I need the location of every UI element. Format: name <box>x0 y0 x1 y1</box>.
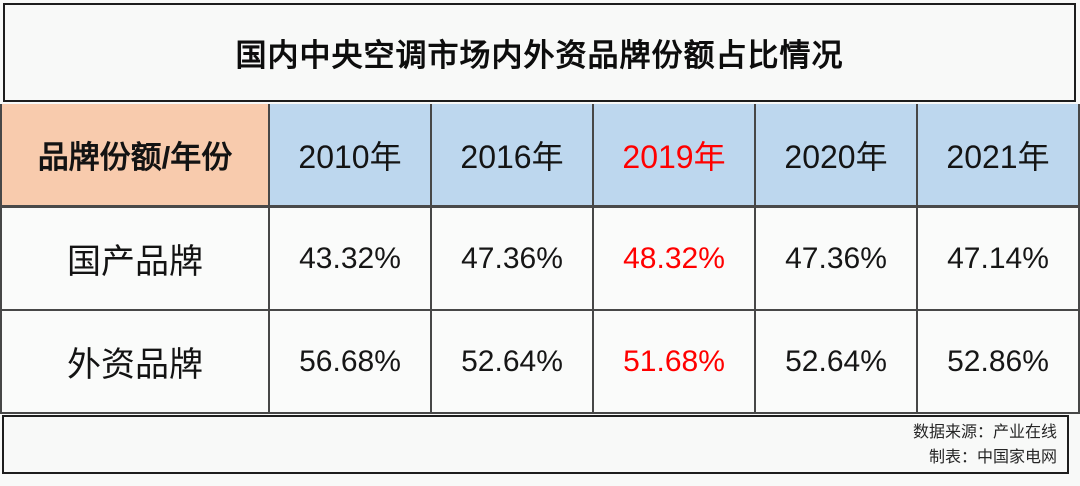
value-cell: 56.68% <box>270 311 432 414</box>
value-cell: 52.64% <box>432 311 594 414</box>
year-header-2021: 2021年 <box>918 104 1080 208</box>
year-header-2020: 2020年 <box>756 104 918 208</box>
value-cell-highlighted: 51.68% <box>594 311 756 414</box>
value-cell: 43.32% <box>270 208 432 311</box>
row-label-domestic-brands: 国产品牌 <box>0 208 270 311</box>
year-header-2016: 2016年 <box>432 104 594 208</box>
credit-text: 制表：中国家电网 <box>928 448 1057 466</box>
table-title: 国内中央空调市场内外资品牌份额占比情况 <box>235 38 844 73</box>
value-cell: 47.14% <box>918 208 1080 311</box>
value-cell: 52.64% <box>756 311 918 414</box>
value-cell: 52.86% <box>918 311 1080 414</box>
row-label-foreign-brands: 外资品牌 <box>0 311 270 414</box>
data-source-text: 数据来源：产业在线 <box>912 423 1057 441</box>
value-cell: 47.36% <box>756 208 918 311</box>
corner-header-cell: 品牌份额/年份 <box>0 104 270 208</box>
year-header-2010: 2010年 <box>270 104 432 208</box>
source-box: 数据来源：产业在线 制表：中国家电网 <box>2 415 1069 474</box>
value-cell: 47.36% <box>432 208 594 311</box>
share-table: 品牌份额/年份 2010年 2016年 2019年 2020年 2021年 国产… <box>0 104 1080 414</box>
title-box: 国内中央空调市场内外资品牌份额占比情况 <box>3 3 1076 102</box>
value-cell-highlighted: 48.32% <box>594 208 756 311</box>
year-header-2019-highlighted: 2019年 <box>594 104 756 208</box>
